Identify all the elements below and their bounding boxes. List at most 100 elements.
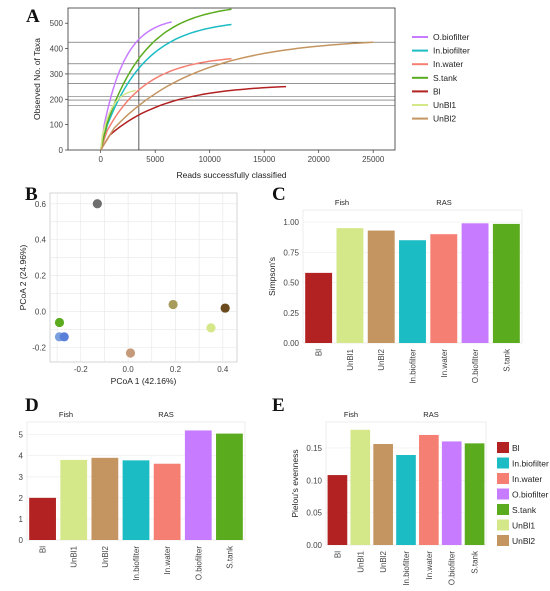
x-tick-label: O.biofilter [448,551,457,586]
x-tick-label: 0.4 [217,365,229,374]
data-point [54,317,65,328]
legend-label: In.biofilter [512,459,549,469]
x-tick-label: In.water [425,551,434,580]
bar-bl [29,497,56,540]
legend-label: S.tank [512,505,537,515]
panel-a-rarefaction-chart: 0 5000 10000 15000 20000 25000 0 100 200 300 400 50… [32,7,470,180]
bar-o-biofilter [441,441,462,545]
data-point [125,348,136,358]
bar-unbl1 [336,228,364,343]
group-label-fish: Fish [344,410,358,419]
panel-label-c: C [272,184,286,205]
y-tick-label: 500 [50,19,64,28]
y-tick-label: 400 [50,45,64,54]
panel-b-pcoa-chart: -0.2 0.0 0.2 0.4 -0.2 0.0 0.2 0.4 0.6 PCoA 1 (42.… [18,192,238,386]
group-label-fish: Fish [335,198,349,207]
x-tick-label: O.biofilter [194,546,203,581]
bar-o-biofilter [461,223,489,343]
bar-in-biofilter [396,455,416,545]
bar-o-biofilter [184,430,212,540]
bar-unbl2 [367,230,395,343]
y-tick-label: 0.2 [35,272,47,281]
x-axis-title: Reads successfully classified [176,170,286,180]
x-tick-label: UnBl2 [377,348,386,370]
y-tick-label: 0.4 [35,236,47,245]
y-tick-label: 0.00 [306,541,322,550]
x-tick-label: UnBl2 [379,550,388,572]
y-axis-title: PCoA 2 (24.96%) [18,244,28,310]
x-tick-label: Bl [39,546,48,553]
y-tick-label: 3 [19,473,24,482]
panel-label-a: A [26,6,40,27]
legend-label: UnBl1 [512,521,535,531]
curve-in-water [99,57,232,151]
group-label-ras: RAS [436,198,451,207]
bar-unbl2 [91,457,119,540]
curve-o-biofilter [99,21,172,151]
y-tick-label: 200 [50,95,64,104]
y-tick-label: 0.0 [35,308,47,317]
x-tick-label: 10000 [199,155,222,164]
curve-bl [100,85,287,151]
plot-area [67,7,396,151]
y-tick-label: 0.25 [283,309,299,318]
legend-label: Bl [512,443,520,453]
panel-c-simpson-chart: 0.00 0.25 0.50 0.75 1.00 Bl UnBl1 UnBl2 In.biofi… [267,198,523,384]
x-tick-label: S.tank [502,348,511,372]
y-tick-label: 1.00 [283,218,299,227]
panel-label-e: E [272,395,285,416]
curve-unbl1 [99,89,136,151]
y-tick-label: 0.10 [306,476,322,485]
y-axis-title: Shannon's H' [0,456,1,506]
legend-swatch [497,457,509,469]
y-tick-label: 0.05 [306,509,322,518]
legend-label: In.water [433,59,463,69]
legend-label: UnBl2 [433,114,456,124]
bar-bl [327,475,348,545]
x-tick-label: 20000 [308,155,331,164]
legend-label: S.tank [433,73,458,83]
bar-bl [305,272,333,343]
panel-label-d: D [25,395,39,416]
legend-swatch [497,488,509,500]
x-tick-label: 0 [98,155,103,164]
bar-unbl2 [373,444,393,545]
legend-label: UnBl2 [512,536,535,546]
legend-label: Bl [433,86,441,96]
y-tick-label: 0.6 [35,200,47,209]
curve-s-tank [99,8,232,151]
y-axis-title: Simpson's [267,257,277,296]
x-tick-label: In.biofilter [402,551,411,586]
curve-unbl2 [100,41,374,151]
y-tick-label: 5 [19,431,24,440]
y-tick-label: 1 [19,515,24,524]
bar-s-tank [464,443,485,545]
bar-in-water [419,434,439,545]
bar-in-water [430,234,458,343]
x-tick-label: UnBl1 [70,545,79,567]
x-tick-label: Bl [315,349,324,356]
bar-s-tank [216,433,243,540]
y-tick-label: 0.00 [283,339,299,348]
data-point [59,332,69,342]
panel-e-pielou-chart: 0.00 0.05 0.10 0.15 Bl UnBl1 UnBl2 In.biofilter… [290,410,549,586]
x-tick-label: UnBl2 [101,545,110,567]
y-tick-label: 0 [19,536,24,545]
panel-d-shannon-chart: 0 1 2 3 4 5 Bl UnBl1 UnBl2 In.biofilter In.water O.… [0,410,246,581]
y-tick-label: 2 [19,494,24,503]
legend-label: O.biofilter [512,490,549,500]
legend-label: O.biofilter [433,32,470,42]
x-tick-label: In.water [440,349,449,378]
y-tick-label: 100 [50,121,64,130]
x-tick-label: 15000 [253,155,276,164]
bar-unbl1 [350,429,371,545]
group-label-fish: Fish [59,410,73,419]
group-label-ras: RAS [158,410,173,419]
x-tick-label: O.biofilter [471,349,480,384]
legend-swatch [497,519,509,531]
x-tick-label: 5000 [146,155,164,164]
legend-swatch [497,504,509,515]
x-tick-label: 0.0 [123,365,135,374]
y-tick-label: 0.50 [283,279,299,288]
